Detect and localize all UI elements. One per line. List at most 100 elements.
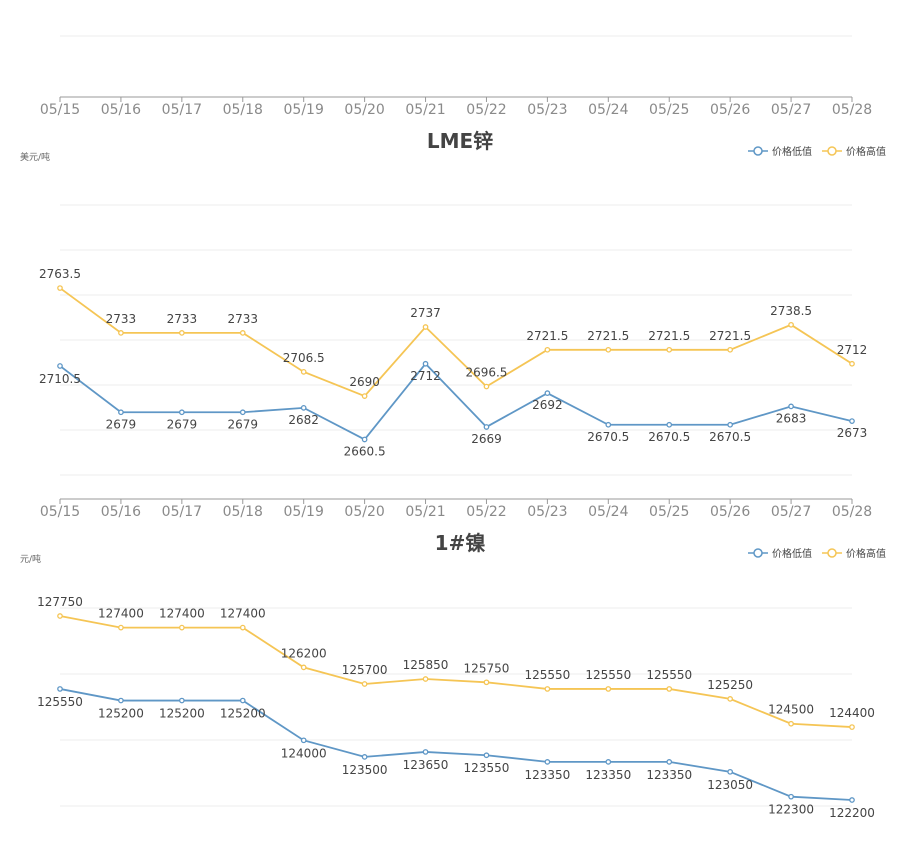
x-tick-label: 05/26	[710, 504, 750, 520]
x-tick-label: 05/26	[710, 102, 750, 118]
gridlines	[60, 204, 852, 476]
legend-marker-high	[827, 146, 837, 156]
data-label: 125200	[159, 707, 205, 721]
data-point[interactable]	[422, 676, 429, 682]
data-point[interactable]	[361, 436, 368, 443]
data-point[interactable]	[118, 330, 124, 336]
data-label: 2696.5	[465, 366, 507, 380]
data-point[interactable]	[483, 424, 490, 430]
x-tick-label: 05/20	[344, 504, 384, 520]
data-point[interactable]	[422, 324, 429, 330]
x-tick-label: 05/19	[284, 504, 324, 520]
data-point[interactable]	[118, 409, 124, 416]
data-label: 125550	[585, 668, 631, 682]
gridlines	[60, 607, 852, 807]
data-point[interactable]	[849, 724, 855, 730]
legend-marker-low	[753, 146, 763, 156]
data-point[interactable]	[605, 421, 612, 428]
data-label: 2679	[106, 417, 137, 431]
data-point[interactable]	[57, 363, 63, 369]
data-point[interactable]	[239, 697, 246, 704]
data-point[interactable]	[544, 346, 551, 353]
x-tick-label: 05/25	[649, 504, 689, 520]
data-point[interactable]	[849, 418, 855, 424]
series-layer: 125550 125200 125200 125200 124000 123500 1236…	[37, 595, 875, 820]
data-point[interactable]	[666, 686, 673, 692]
data-point[interactable]	[727, 696, 734, 702]
data-point[interactable]	[666, 421, 673, 428]
data-point[interactable]	[605, 759, 612, 765]
x-tick-label: 05/15	[40, 504, 80, 520]
data-point[interactable]	[788, 793, 794, 800]
data-label: 126200	[281, 646, 327, 660]
data-point[interactable]	[239, 624, 246, 631]
data-point[interactable]	[788, 720, 794, 727]
data-point[interactable]	[605, 686, 612, 692]
data-point[interactable]	[118, 624, 124, 631]
data-point[interactable]	[727, 768, 734, 775]
data-point[interactable]	[57, 686, 63, 692]
top-chart: 05/15 05/16 05/17 05/18 05/19 05/20 05/21 05/22…	[40, 35, 872, 118]
data-label: 2737	[410, 306, 441, 320]
data-point[interactable]	[544, 759, 551, 765]
data-point[interactable]	[788, 321, 794, 328]
data-label: 124400	[829, 706, 875, 720]
data-point[interactable]	[178, 330, 185, 336]
data-label: 123050	[707, 778, 753, 792]
data-point[interactable]	[605, 346, 612, 353]
nickel-chart: 1#镍 元/吨 价格低值 价格高值 125550 125200 125200 1252…	[20, 531, 886, 820]
data-point[interactable]	[666, 759, 673, 765]
x-tick-label: 05/23	[527, 504, 567, 520]
x-tick-label: 05/16	[101, 504, 141, 520]
data-label: 125550	[646, 668, 692, 682]
data-point[interactable]	[300, 368, 307, 375]
data-point[interactable]	[727, 421, 734, 428]
data-point[interactable]	[178, 697, 185, 704]
series-line-low	[59, 362, 853, 441]
data-point[interactable]	[178, 624, 185, 631]
data-label: 125250	[707, 678, 753, 692]
data-point[interactable]	[57, 285, 63, 291]
data-point[interactable]	[483, 679, 490, 686]
data-point[interactable]	[361, 681, 368, 687]
data-point[interactable]	[788, 403, 794, 410]
x-tick-label: 05/15	[40, 102, 80, 118]
data-label: 2679	[227, 417, 258, 431]
series-line-high	[59, 615, 853, 728]
data-point[interactable]	[118, 697, 124, 704]
series-layer: 2710.5 2679 2679 2679 2682 2660.5 2712 2669 2692…	[39, 267, 867, 458]
legend[interactable]: 价格低值 价格高值	[748, 547, 886, 560]
data-label: 124500	[768, 703, 814, 717]
data-point[interactable]	[300, 405, 307, 411]
y-unit-label: 美元/吨	[20, 151, 50, 163]
x-tick-label: 05/18	[223, 504, 263, 520]
data-point[interactable]	[544, 390, 551, 397]
data-point[interactable]	[361, 393, 368, 399]
data-label: 2710.5	[39, 372, 81, 386]
data-point[interactable]	[57, 613, 63, 619]
data-point[interactable]	[422, 749, 429, 755]
data-label: 2706.5	[283, 351, 325, 365]
data-point[interactable]	[727, 346, 734, 353]
x-tick-label: 05/17	[162, 102, 202, 118]
data-label: 2733	[106, 312, 137, 326]
data-point[interactable]	[422, 360, 429, 367]
data-point[interactable]	[239, 330, 246, 336]
data-point[interactable]	[849, 797, 855, 803]
data-label: 123500	[342, 763, 388, 777]
data-point[interactable]	[361, 754, 368, 760]
data-point[interactable]	[483, 752, 490, 759]
data-point[interactable]	[483, 383, 490, 390]
data-label: 125550	[37, 695, 83, 709]
x-tick-label: 05/27	[771, 102, 811, 118]
data-point[interactable]	[849, 360, 855, 367]
data-point[interactable]	[178, 409, 185, 416]
data-point[interactable]	[300, 664, 307, 671]
data-label: 2733	[167, 312, 198, 326]
data-point[interactable]	[239, 409, 246, 416]
data-label: 2669	[471, 432, 502, 446]
legend[interactable]: 价格低值 价格高值	[748, 145, 886, 158]
data-point[interactable]	[666, 346, 673, 353]
data-point[interactable]	[544, 686, 551, 692]
data-point[interactable]	[300, 737, 307, 744]
